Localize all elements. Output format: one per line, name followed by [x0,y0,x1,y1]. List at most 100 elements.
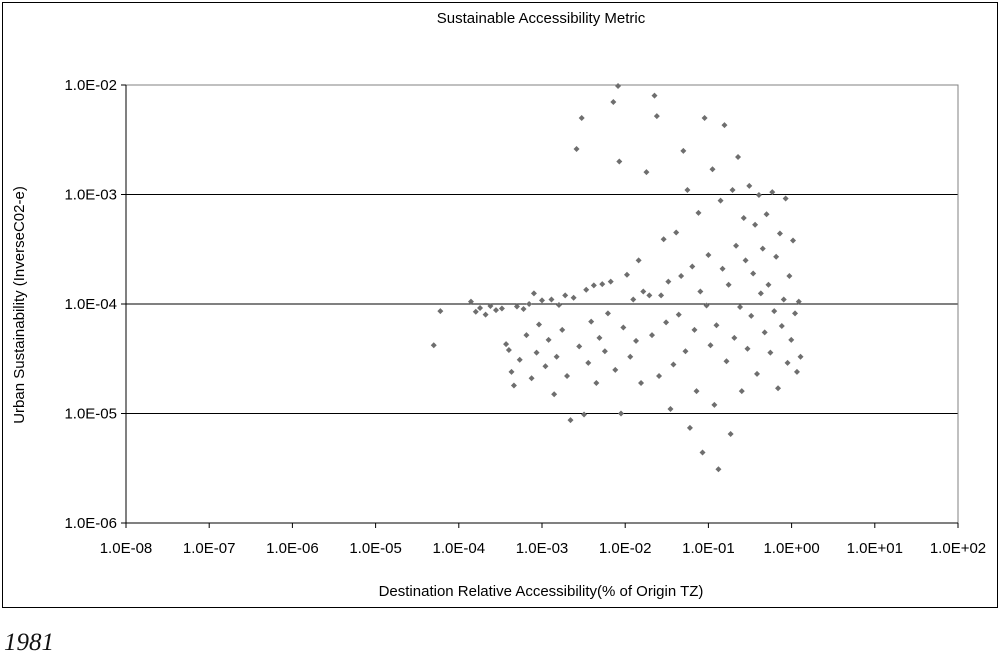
data-point [740,215,747,222]
data-point [776,230,783,237]
data-point [689,263,696,270]
figure-caption: 1981 [4,629,54,656]
data-point [667,405,674,412]
data-point [573,146,580,153]
x-tick-label: 1.0E-02 [599,540,652,557]
data-point [742,257,749,264]
data-point [780,296,787,303]
data-point [786,273,793,280]
data-point [503,341,510,348]
x-tick-label: 1.0E+02 [930,540,986,557]
data-point [793,368,800,375]
data-point [616,158,623,165]
data-point [510,382,517,389]
data-point [792,310,799,317]
data-point [691,326,698,333]
data-point [699,449,706,456]
data-point [567,417,574,424]
data-point [711,401,718,408]
data-point [623,271,630,278]
data-point [675,311,682,318]
data-point [493,307,500,314]
data-point [738,388,745,395]
data-point [564,373,571,380]
data-point [752,221,759,228]
x-tick-label: 1.0E-03 [516,540,569,557]
data-point [477,304,484,311]
data-point [620,324,627,331]
data-point [663,319,670,326]
data-point [505,347,512,354]
data-point [653,113,660,120]
data-point [658,292,665,299]
data-point [513,303,520,310]
data-point [610,98,617,105]
data-point [788,336,795,343]
data-point [520,306,527,313]
data-point [528,375,535,382]
x-tick-label: 1.0E+01 [847,540,903,557]
data-point [717,197,724,204]
data-point [761,329,768,336]
data-point [633,337,640,344]
x-tick-label: 1.0E-07 [183,540,236,557]
data-point [715,466,722,473]
data-point [746,182,753,189]
scatter-chart: Sustainable Accessibility Metric 1.0E-06… [11,10,986,600]
data-point [695,209,702,216]
data-point [703,302,710,309]
data-point [523,332,530,339]
data-point [773,253,780,260]
data-point [472,308,479,315]
points-layer [430,82,804,473]
data-point [782,195,789,202]
data-point [771,308,778,315]
data-point [516,356,523,363]
data-point [767,349,774,356]
y-axis-label: Urban Sustainability (InverseC02-e) [11,186,28,424]
x-tick-label: 1.0E-04 [433,540,486,557]
data-point [727,430,734,437]
x-axis-label: Destination Relative Accessibility(% of … [379,583,704,600]
data-point [482,311,489,318]
data-point [533,349,540,356]
data-point [585,359,592,366]
data-point [713,322,720,329]
data-point [744,345,751,352]
data-point [562,292,569,299]
data-point [535,321,542,328]
data-point [607,278,614,285]
y-tick-label: 1.0E-06 [64,515,117,532]
data-point [735,154,742,161]
data-point [778,322,785,329]
data-point [601,348,608,355]
data-point [723,358,730,365]
data-point [686,424,693,431]
data-point [707,342,714,349]
data-point [649,332,656,339]
x-tick-label: 1.0E-08 [100,540,153,557]
data-point [430,342,437,349]
data-point [559,326,566,333]
data-point [570,294,577,301]
data-point [750,270,757,277]
data-point [590,282,597,289]
data-point [678,273,685,280]
data-point [508,368,515,375]
data-point [769,189,776,196]
data-point [498,305,505,312]
data-point [784,359,791,366]
data-point [487,302,494,309]
y-tick-label: 1.0E-05 [64,406,117,423]
data-point [615,82,622,89]
data-point [467,298,474,305]
data-point [693,388,700,395]
data-point [709,166,716,173]
data-point [765,281,772,288]
data-point [680,147,687,154]
data-point [790,237,797,244]
data-point [651,92,658,99]
data-point [701,114,708,121]
data-point [731,334,738,341]
data-point [578,114,585,121]
